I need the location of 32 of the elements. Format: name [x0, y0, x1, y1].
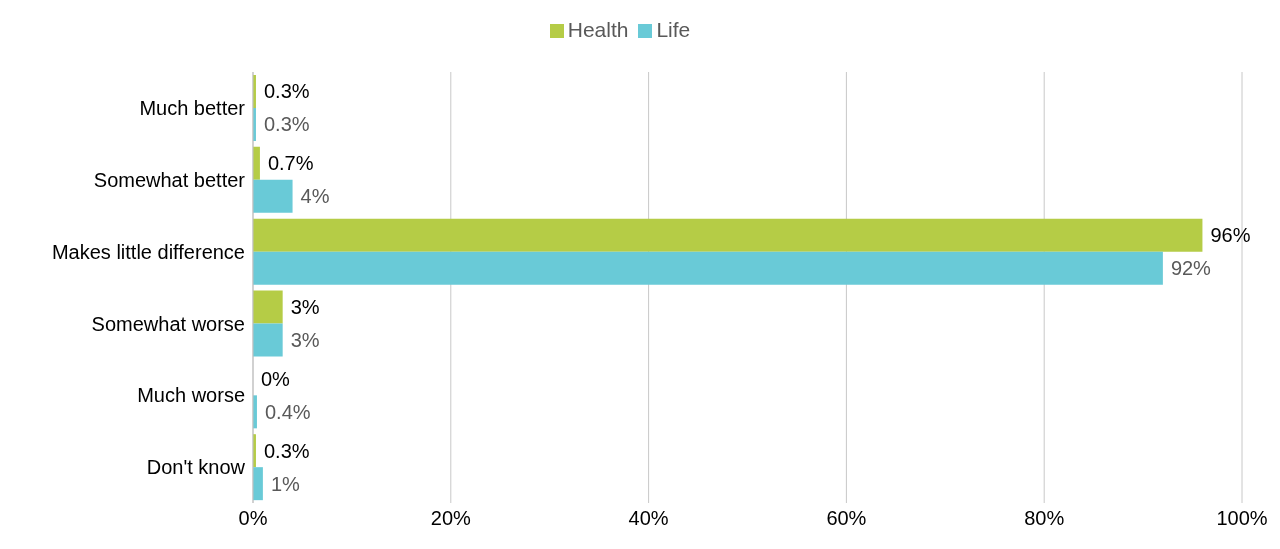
data-label: 0.3% — [263, 113, 310, 136]
y-tick-label: Somewhat worse — [91, 312, 245, 335]
x-tick-label: 100% — [1216, 507, 1268, 530]
y-tick-label: Don't know — [146, 456, 246, 479]
data-label: 1% — [270, 472, 301, 495]
bar — [253, 218, 1203, 252]
bar — [253, 251, 1163, 285]
y-tick-label: Much worse — [137, 384, 245, 407]
data-label: 92% — [1170, 257, 1212, 280]
bar — [253, 290, 283, 324]
x-tick-label: 60% — [826, 507, 867, 530]
x-tick-label: 0% — [238, 507, 268, 530]
data-label: 96% — [1210, 224, 1251, 247]
data-label: 0.4% — [264, 400, 311, 423]
legend-label: Life — [656, 18, 691, 41]
legend-label: Health — [567, 18, 629, 41]
bar — [253, 467, 263, 501]
data-label: 4% — [300, 185, 330, 208]
data-label: 0.7% — [267, 152, 314, 175]
y-tick-label: Somewhat better — [93, 168, 246, 191]
x-tick-label: 20% — [430, 507, 472, 530]
bar — [253, 179, 293, 213]
data-label: 3% — [290, 295, 320, 318]
bar — [253, 323, 283, 357]
x-tick-label: 80% — [1024, 507, 1065, 530]
y-tick-label: Makes little difference — [51, 240, 245, 263]
data-label: 0.3% — [263, 439, 310, 462]
data-label: 3% — [290, 328, 320, 351]
data-label: 0% — [261, 367, 291, 390]
y-tick-label: Much better — [139, 97, 246, 120]
x-tick-label: 40% — [628, 507, 669, 530]
data-label: 0.3% — [263, 80, 310, 103]
